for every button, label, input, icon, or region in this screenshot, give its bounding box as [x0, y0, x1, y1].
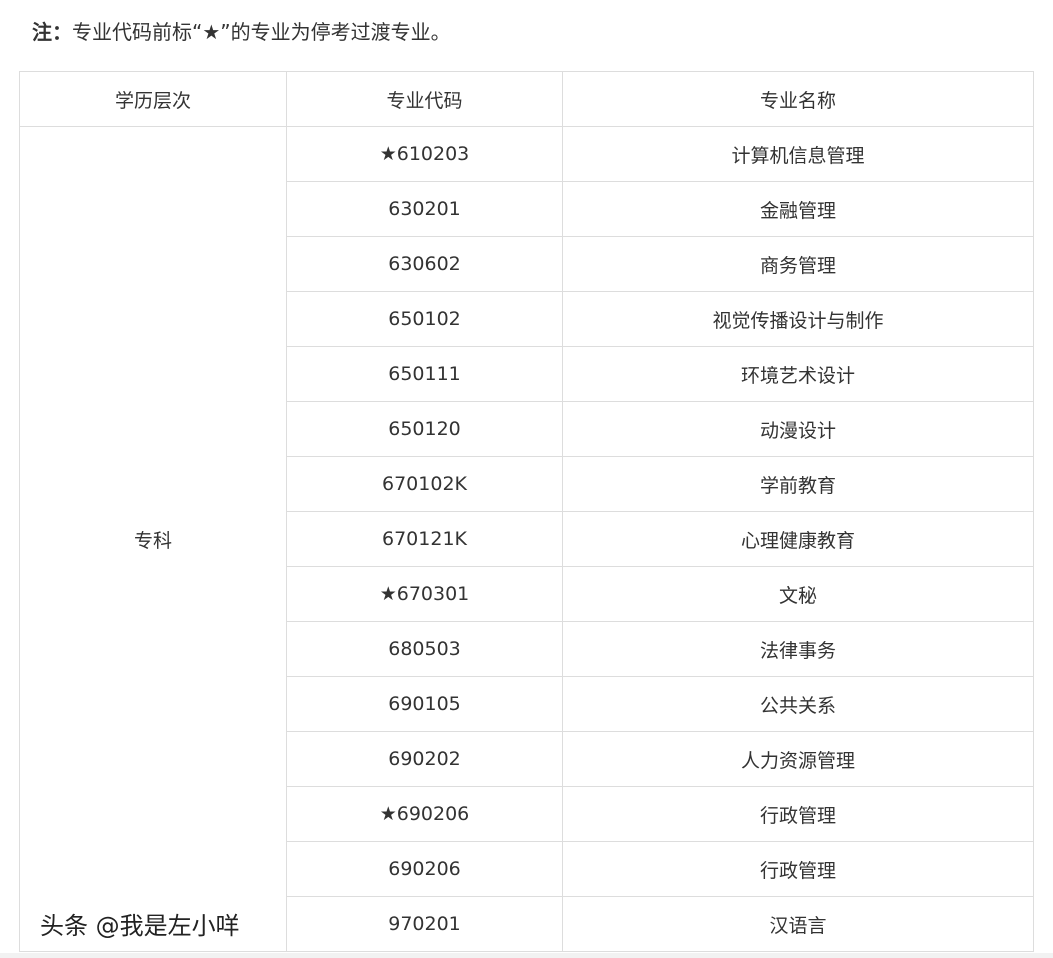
header-row: 学历层次 专业代码 专业名称	[19, 71, 1034, 127]
table-row: 690105 公共关系	[20, 676, 1034, 732]
code-cell: 630201	[286, 181, 563, 237]
code-cell: 650120	[286, 401, 563, 457]
name-cell: 行政管理	[562, 786, 1034, 842]
code-cell: 690206	[286, 841, 563, 897]
name-cell: 计算机信息管理	[562, 126, 1034, 182]
code-cell: 650111	[286, 346, 563, 402]
code-cell: 670121K	[286, 511, 563, 567]
name-cell: 法律事务	[562, 621, 1034, 677]
bottom-divider	[0, 953, 1053, 958]
name-cell: 汉语言	[562, 896, 1034, 952]
name-cell: 商务管理	[562, 236, 1034, 292]
name-cell: 视觉传播设计与制作	[562, 291, 1034, 347]
table-row: 630602 商务管理	[20, 236, 1034, 292]
code-cell: ★690206	[286, 786, 563, 842]
name-cell: 金融管理	[562, 181, 1034, 237]
table-row: 650120 动漫设计	[20, 401, 1034, 457]
table-row: ★690206 行政管理	[20, 786, 1034, 842]
table-row: 650111 环境艺术设计	[20, 346, 1034, 402]
name-cell: 文秘	[562, 566, 1034, 622]
code-cell: 630602	[286, 236, 563, 292]
code-cell: ★670301	[286, 566, 563, 622]
table-row: ★670301 文秘	[20, 566, 1034, 622]
table-row: 650102 视觉传播设计与制作	[20, 291, 1034, 347]
table-row: 680503 法律事务	[20, 621, 1034, 677]
level-cell: 专科	[19, 126, 287, 952]
table-row: 690206 行政管理	[20, 841, 1034, 897]
table-row: 630201 金融管理	[20, 181, 1034, 237]
table-row: 670102K 学前教育	[20, 456, 1034, 512]
name-cell: 动漫设计	[562, 401, 1034, 457]
note-text: 专业代码前标“★”的专业为停考过渡专业。	[72, 20, 451, 44]
name-cell: 学前教育	[562, 456, 1034, 512]
header-level: 学历层次	[19, 71, 287, 127]
code-cell: 690105	[286, 676, 563, 732]
name-cell: 心理健康教育	[562, 511, 1034, 567]
header-code: 专业代码	[286, 71, 563, 127]
code-cell: ★610203	[286, 126, 563, 182]
code-cell: 690202	[286, 731, 563, 787]
header-name: 专业名称	[562, 71, 1034, 127]
table-row: 专科 ★610203 计算机信息管理	[19, 126, 1034, 952]
code-cell: 650102	[286, 291, 563, 347]
watermark: 头条 @我是左小咩	[40, 912, 240, 940]
name-cell: 行政管理	[562, 841, 1034, 897]
table-row: 670121K 心理健康教育	[20, 511, 1034, 567]
name-cell: 环境艺术设计	[562, 346, 1034, 402]
note-label: 注：	[32, 20, 72, 44]
table-row: 970201 汉语言	[20, 896, 1034, 952]
majors-table: 学历层次 专业代码 专业名称 专科 ★610203 计算机信息管理 630201 金融管…	[19, 71, 1034, 952]
table-row: 690202 人力资源管理	[20, 731, 1034, 787]
name-cell: 公共关系	[562, 676, 1034, 732]
name-cell: 人力资源管理	[562, 731, 1034, 787]
code-cell: 670102K	[286, 456, 563, 512]
code-cell: 970201	[286, 896, 563, 952]
note: 注：专业代码前标“★”的专业为停考过渡专业。	[32, 16, 451, 45]
code-cell: 680503	[286, 621, 563, 677]
